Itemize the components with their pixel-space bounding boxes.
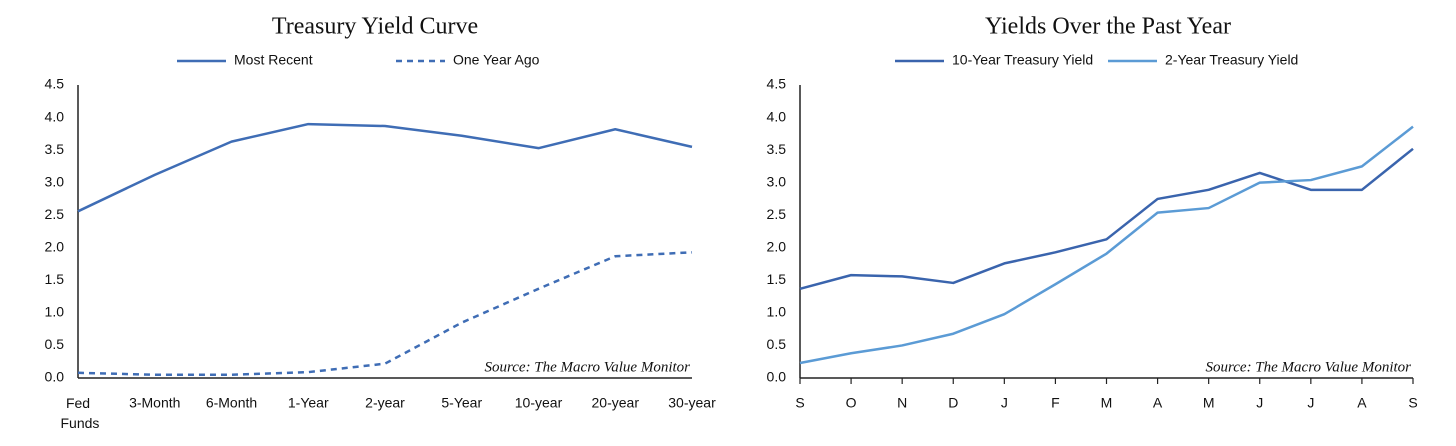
y-tick-label: 3.5 [45,141,65,157]
x-tick-label: 30-year [668,395,716,411]
x-tick-label: J [1307,395,1314,411]
y-tick-label: 0.5 [767,336,787,352]
x-tick-label: J [1001,395,1008,411]
y-tick-label: 4.0 [45,108,65,124]
x-tick-label: J [1256,395,1263,411]
series-line [77,122,693,213]
y-tick-label: 4.0 [767,108,787,124]
y-tick-label: 0.0 [45,369,65,385]
y-tick-label: 1.5 [767,271,787,287]
y-tick-label: 2.5 [767,206,787,222]
x-tick-label: Fed Funds [57,395,100,431]
x-tick-label: 20-year [592,395,640,411]
y-tick-label: 3.5 [767,141,787,157]
x-tick-label: S [1408,395,1417,411]
y-tick-label: 2.0 [767,238,787,254]
chart-title: Treasury Yield Curve [272,14,478,40]
legend-label: 2-Year Treasury Yield [1165,52,1298,68]
y-tick-label: 3.0 [767,173,787,189]
x-tick-label: M [1203,395,1215,411]
series-line [77,251,693,376]
y-tick-label: 0.0 [767,369,787,385]
legend-label: Most Recent [234,52,313,68]
x-tick-label: N [897,395,907,411]
series-line [799,125,1414,365]
x-tick-label: 5-Year [441,395,482,411]
x-tick-label: 2-year [365,395,405,411]
x-tick-label: 10-year [515,395,563,411]
y-tick-label: 1.0 [45,304,65,320]
x-tick-label: D [948,395,958,411]
x-tick-label: O [846,395,857,411]
x-tick-label: A [1153,395,1163,411]
x-tick-label: M [1101,395,1113,411]
series-line [799,147,1414,291]
chart-title: Yields Over the Past Year [985,14,1231,40]
y-tick-label: 1.5 [45,271,65,287]
y-tick-label: 3.0 [45,173,65,189]
y-tick-label: 4.5 [767,76,787,92]
x-tick-label: F [1051,395,1060,411]
x-tick-label: 3-Month [129,395,180,411]
x-tick-label: S [795,395,804,411]
y-tick-label: 2.0 [45,238,65,254]
y-tick-label: 2.5 [45,206,65,222]
source-note: Source: The Macro Value Monitor [484,359,690,375]
legend-label: One Year Ago [453,52,540,68]
y-tick-label: 0.5 [45,336,65,352]
source-note: Source: The Macro Value Monitor [1205,359,1411,375]
y-tick-label: 4.5 [45,76,65,92]
x-tick-label: A [1357,395,1367,411]
y-tick-label: 1.0 [767,304,787,320]
x-tick-label: 1-Year [288,395,329,411]
x-tick-label: 6-Month [206,395,257,411]
legend-label: 10-Year Treasury Yield [952,52,1093,68]
